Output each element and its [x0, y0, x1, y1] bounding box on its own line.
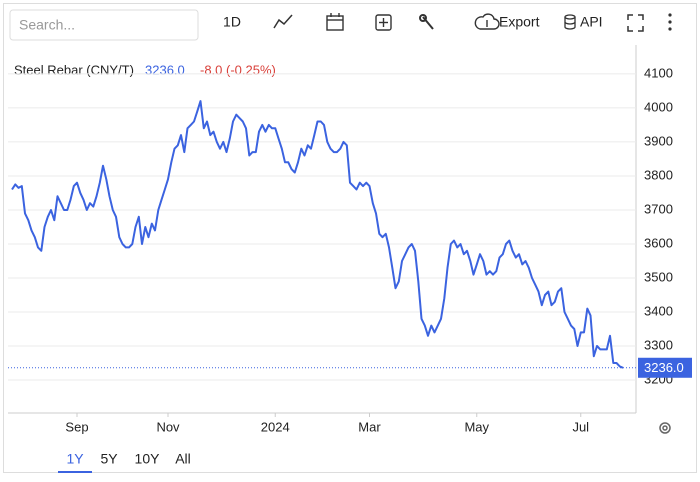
y-tick-label: 3700: [644, 201, 673, 216]
more-icon[interactable]: [668, 13, 672, 31]
add-indicator-icon[interactable]: [375, 14, 392, 31]
y-tick-label: 3600: [644, 235, 673, 250]
api-button[interactable]: API: [580, 14, 603, 30]
x-tick-label: May: [464, 419, 489, 434]
search-placeholder[interactable]: Search...: [19, 17, 75, 33]
x-tick-label: Jul: [572, 419, 589, 434]
price-change: -8.0 (-0.25%): [200, 62, 276, 77]
range-button[interactable]: All: [175, 451, 191, 467]
y-tick-label: 3500: [644, 269, 673, 284]
price-line: [11, 100, 624, 369]
last-price-label: 3236.0: [644, 360, 684, 375]
calendar-icon[interactable]: [326, 13, 344, 31]
last-price: 3236.0: [145, 62, 185, 77]
x-tick-label: 2024: [261, 419, 290, 434]
search-box[interactable]: [9, 9, 199, 41]
interval-button[interactable]: 1D: [223, 14, 241, 30]
x-tick-label: Mar: [358, 419, 381, 434]
last-price-box: [638, 357, 692, 378]
x-tick-label: Nov: [156, 419, 180, 434]
fullscreen-icon[interactable]: [627, 14, 644, 32]
y-tick-label: 3400: [644, 303, 673, 318]
settings-icon[interactable]: [419, 14, 434, 30]
y-tick-label: 4100: [644, 65, 673, 80]
range-button[interactable]: 10Y: [135, 451, 161, 467]
y-tick-label: 3900: [644, 133, 673, 148]
y-tick-label: 4000: [644, 99, 673, 114]
chart-title: Steel Rebar (CNY/T): [14, 62, 134, 77]
export-icon[interactable]: [474, 13, 500, 30]
export-button[interactable]: Export: [499, 14, 540, 30]
range-button[interactable]: 5Y: [100, 451, 118, 467]
settings-gear[interactable]: [659, 422, 671, 434]
range-button[interactable]: 1Y: [66, 451, 84, 467]
x-tick-label: Sep: [65, 419, 88, 434]
y-tick-label: 3300: [644, 337, 673, 352]
api-icon[interactable]: [564, 14, 576, 30]
y-tick-label: 3800: [644, 167, 673, 182]
chart-type-icon[interactable]: [273, 14, 293, 29]
